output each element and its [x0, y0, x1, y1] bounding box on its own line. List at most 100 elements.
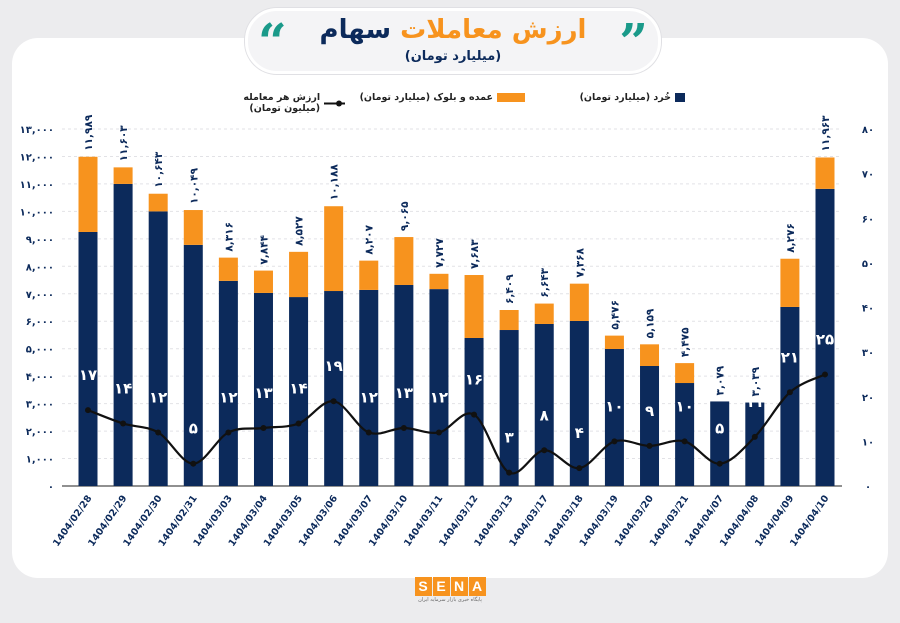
bar-block: [815, 157, 835, 189]
bar-retail: [710, 401, 730, 486]
per-trade-point: [295, 420, 302, 427]
per-trade-point: [400, 424, 407, 431]
y-left-tick-label: ۱۱,۰۰۰: [20, 180, 54, 191]
per-trade-point: [786, 389, 793, 396]
bar-block: [78, 156, 98, 232]
total-value-label: ۱۱,۹۶۳: [820, 115, 832, 152]
y-right-tick-label: ۷۰: [862, 170, 874, 181]
total-value-label: ۷,۶۸۳: [469, 239, 481, 269]
legend: خُرد (میلیارد تومان) عمده و بلوک (میلیار…: [215, 92, 685, 114]
total-value-label: ۳,۰۳۹: [750, 366, 762, 396]
bar-block: [359, 260, 379, 290]
total-value-label: ۶,۶۴۳: [539, 267, 551, 297]
y-right-tick-label: ۸۰: [862, 125, 874, 136]
total-value-label: ۸,۲۷۶: [785, 223, 797, 253]
page-subtitle: (میلیارد تومان): [404, 49, 502, 64]
quote-open-icon: “: [258, 12, 287, 71]
y-left-tick-label: ۴,۰۰۰: [26, 372, 54, 383]
total-value-label: ۷,۸۴۴: [258, 234, 270, 264]
bar-block: [780, 258, 800, 307]
y-left-tick-label: ۹,۰۰۰: [26, 235, 54, 246]
total-value-label: ۸,۳۱۶: [223, 222, 235, 252]
bar-block: [324, 206, 344, 292]
bar-retail: [604, 348, 624, 486]
bar-block: [394, 237, 414, 285]
y-right-tick-label: ۴۰: [862, 304, 874, 315]
bar-block: [429, 273, 449, 290]
bar-retail: [534, 323, 554, 486]
per-trade-value-label: ۱۲: [430, 388, 448, 406]
per-trade-point: [120, 420, 127, 427]
per-trade-value-label: ۱۶: [465, 371, 483, 389]
y-left-tick-label: ۱۰,۰۰۰: [20, 207, 54, 218]
y-right-tick-label: ۲۰: [862, 393, 874, 404]
total-value-label: ۱۱,۶۰۳: [118, 125, 130, 162]
per-trade-value-label: ۱۴: [289, 380, 307, 398]
bar-retail: [78, 231, 98, 486]
legend-swatch-retail: [675, 93, 685, 102]
per-trade-point: [751, 433, 758, 440]
per-trade-value-label: ۵: [715, 420, 724, 438]
legend-item-retail: خُرد (میلیارد تومان): [580, 92, 685, 103]
per-trade-value-label: ۱۲: [149, 388, 167, 406]
per-trade-point: [155, 429, 162, 436]
y-left-tick-label: ۰: [48, 482, 54, 493]
bar-retail: [780, 306, 800, 486]
per-trade-point: [435, 429, 442, 436]
y-left-tick-label: ۲,۰۰۰: [26, 427, 54, 438]
page-title: ارزش معاملات سهام: [248, 15, 658, 45]
per-trade-point: [260, 424, 267, 431]
per-trade-value-label: ۱۳: [254, 384, 272, 402]
bar-retail: [569, 320, 589, 486]
per-trade-point: [190, 460, 197, 467]
y-left-tick-label: ۸,۰۰۰: [26, 262, 54, 273]
bar-block: [148, 193, 168, 212]
per-trade-value-label: ۴: [575, 424, 584, 442]
per-trade-value-label: ۱۲: [219, 388, 237, 406]
per-trade-value-label: ۱۹: [325, 357, 343, 375]
total-value-label: ۷,۷۲۷: [434, 238, 446, 268]
total-value-label: ۸,۵۲۷: [294, 216, 306, 246]
per-trade-point: [471, 411, 478, 418]
bar-retail: [745, 402, 765, 486]
total-value-label: ۸,۲۰۷: [364, 224, 376, 254]
per-trade-line: [87, 373, 826, 475]
legend-item-block: عمده و بلوک (میلیارد تومان): [360, 92, 525, 103]
per-trade-point: [822, 371, 828, 378]
bar-retail: [359, 289, 379, 486]
bar-block: [218, 257, 238, 281]
bar-block: [569, 283, 589, 321]
y-left-tick-label: ۶,۰۰۰: [26, 317, 54, 328]
bar-block: [499, 309, 519, 331]
total-value-label: ۷,۳۶۸: [574, 247, 586, 277]
per-trade-point: [611, 438, 618, 445]
logo-tagline: پایگاه خبری بازار سرمایه ایران: [418, 597, 482, 603]
per-trade-point: [330, 398, 337, 405]
total-value-label: ۹,۰۶۵: [399, 201, 411, 231]
legend-line-marker-icon: [324, 100, 345, 106]
total-value-label: ۳,۰۷۹: [715, 365, 727, 395]
total-value-label: ۶,۴۰۹: [504, 274, 516, 304]
bar-retail: [289, 297, 309, 486]
total-value-label: ۱۰,۶۴۳: [153, 151, 165, 188]
per-trade-value-label: ۸: [540, 406, 549, 424]
per-trade-point: [225, 429, 232, 436]
legend-label-per-trade: ارزش هر معامله (میلیون تومان): [243, 92, 321, 114]
bar-retail: [148, 211, 168, 486]
bar-retail: [218, 280, 238, 486]
total-value-label: ۱۱,۹۸۹: [83, 114, 95, 151]
y-right-tick-label: ۵۰: [862, 259, 874, 270]
title-banner: “ ” ارزش معاملات سهام (میلیارد تومان): [245, 8, 661, 74]
bar-retail: [429, 289, 449, 486]
per-trade-value-label: ۳: [505, 429, 514, 447]
y-right-tick-label: ۱۰: [862, 437, 874, 448]
y-right-tick-label: ۰: [865, 482, 871, 493]
bar-retail: [499, 330, 519, 486]
per-trade-point: [541, 447, 548, 454]
per-trade-value-label: ۱۲: [360, 388, 378, 406]
per-trade-value-label: ۱۱: [746, 393, 764, 411]
per-trade-value-label: ۱۷: [79, 366, 97, 384]
bar-block: [675, 363, 695, 384]
